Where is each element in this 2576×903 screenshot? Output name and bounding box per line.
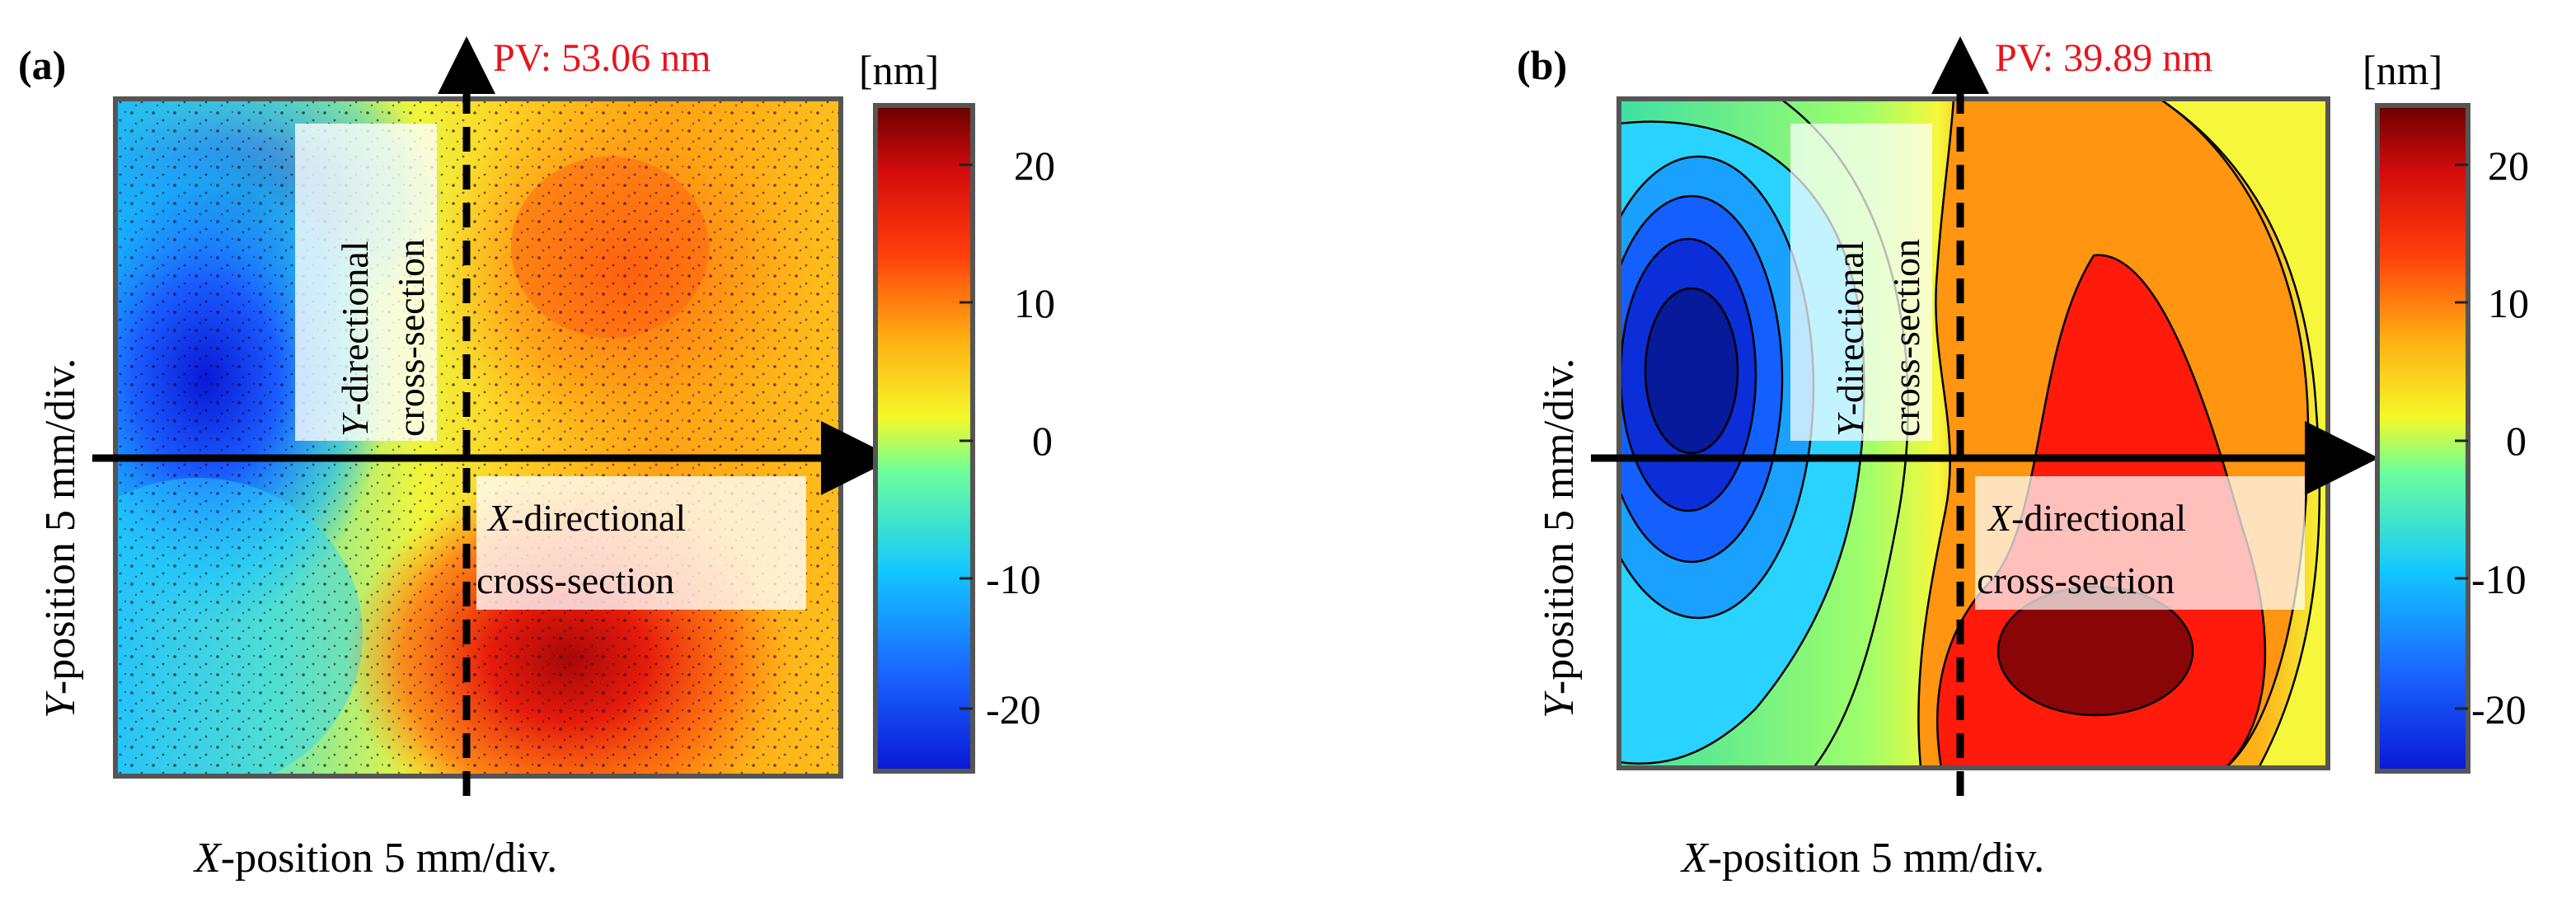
panel-b-colorbar-tick-label: 10 (2488, 280, 2529, 326)
panel-b-colorbar-tick-label: 0 (2506, 418, 2527, 464)
panel-b-y-annotation-line2: cross-section (1885, 239, 1927, 437)
panel-a-y-axis-label: Y-position 5 mm/div. (37, 358, 84, 718)
panel-a-colorbar (873, 103, 975, 774)
panel-a-colorbar-tick-label: -10 (986, 556, 1041, 602)
panel-a-x-annotation-box (476, 476, 806, 610)
panel-a-x-annotation-line1: X-directional (486, 497, 686, 539)
panel-a-y-annotation-box (295, 124, 437, 441)
panel-a-y-annotation-line1: Y-directional (334, 241, 376, 437)
panel-b-label: (b) (1517, 42, 1567, 88)
panel-a-colorbar-ticks (960, 163, 973, 710)
panel-b-x-annotation-box (1975, 476, 2305, 610)
panel-a-noise-contours (115, 99, 841, 776)
panel-b-y-annotation-line1: Y-directional (1829, 241, 1871, 437)
panel-b: (b) Y-directional cross-section (1517, 36, 2529, 882)
panel-b-y-axis-label: Y-position 5 mm/div. (1536, 358, 1583, 718)
panel-b-colorbar-tick-label: -10 (2471, 556, 2527, 602)
panel-b-y-annotation-box (1790, 124, 1932, 441)
panel-b-colorbar-ticks (2455, 163, 2468, 710)
panel-a-y-annotation-line2: cross-section (390, 239, 432, 437)
panel-b-pv-value: PV: 39.89 nm (1995, 36, 2212, 80)
panel-a: (a) Y-directional cross-section X-direct… (18, 36, 1055, 882)
panel-a-colorbar-tick-label: -20 (986, 686, 1041, 732)
panel-b-x-annotation-line2: cross-section (1977, 559, 2175, 601)
panel-b-colorbar-tick-label: -20 (2471, 686, 2527, 732)
panel-a-heatmap (115, 99, 841, 776)
panel-a-colorbar-tick-label: 20 (1014, 143, 1055, 189)
panel-a-colorbar-tick-label: 0 (1032, 418, 1053, 464)
panel-b-heatmap (1619, 99, 2328, 768)
panel-b-x-axis-label: X-position 5 mm/div. (1680, 835, 2044, 882)
panel-b-colorbar-unit: [nm] (2363, 47, 2442, 93)
panel-a-colorbar-unit: [nm] (859, 47, 939, 93)
panel-b-x-annotation-line1: X-directional (1987, 497, 2186, 539)
panel-b-colorbar-tick-label: 20 (2488, 143, 2529, 189)
panel-a-label: (a) (18, 42, 66, 88)
panel-b-colorbar (2375, 103, 2470, 774)
panel-a-colorbar-tick-label: 10 (1014, 280, 1055, 326)
panel-a-x-annotation-line2: cross-section (476, 559, 674, 601)
panel-a-pv-value: PV: 53.06 nm (493, 36, 711, 80)
panel-a-x-axis-label: X-position 5 mm/div. (193, 835, 557, 882)
panel-b-contour-navy (1644, 287, 1739, 455)
